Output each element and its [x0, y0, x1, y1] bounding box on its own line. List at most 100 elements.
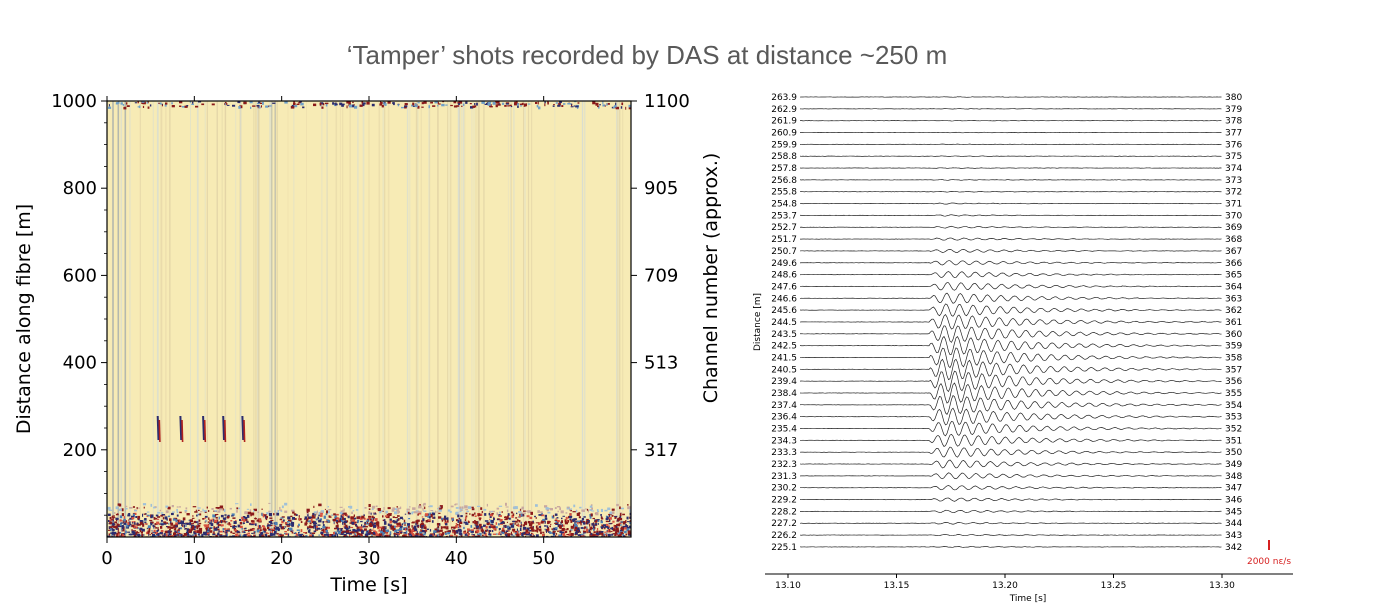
edge-noise [557, 104, 561, 107]
near-field-noise [604, 527, 606, 530]
edge-noise [293, 101, 295, 105]
near-field-noise [127, 521, 130, 525]
near-field-noise [626, 516, 629, 520]
near-field-noise [363, 528, 367, 531]
near-field-noise [606, 532, 608, 536]
near-field-noise [557, 520, 560, 523]
near-field-noise [526, 531, 530, 534]
near-field-noise [421, 523, 425, 527]
near-field-noise [347, 515, 350, 519]
near-field-noise [193, 531, 196, 534]
edge-noise [514, 102, 517, 106]
edge-noise [570, 104, 573, 106]
trace-line [799, 303, 1222, 317]
near-field-noise [314, 513, 316, 517]
edge-noise [453, 105, 458, 108]
near-field-noise [590, 504, 593, 507]
near-field-noise [397, 515, 400, 517]
near-field-noise [455, 507, 459, 509]
near-field-noise [570, 525, 574, 529]
near-field-noise [354, 535, 358, 537]
near-field-noise [228, 522, 231, 525]
near-field-noise [456, 524, 459, 526]
near-field-noise [530, 511, 533, 515]
near-field-noise [351, 521, 355, 525]
noise-streak [255, 101, 257, 537]
near-field-noise [392, 516, 395, 518]
near-field-noise [242, 522, 244, 525]
edge-noise [523, 105, 526, 107]
near-field-noise [411, 522, 415, 524]
near-field-noise [460, 515, 463, 518]
near-field-noise [535, 522, 539, 524]
near-field-noise [267, 532, 269, 534]
near-field-noise [370, 532, 374, 535]
near-field-noise [308, 516, 312, 519]
waveform-axes: 13.10 13.15 13.20 13.25 13.30 [765, 573, 1293, 591]
near-field-noise [364, 521, 367, 524]
near-field-noise [521, 512, 524, 514]
near-field-noise [452, 529, 456, 532]
near-field-noise [396, 532, 400, 534]
edge-noise [387, 101, 391, 104]
near-field-noise [437, 507, 439, 510]
edge-noise [434, 101, 438, 104]
near-field-noise [325, 529, 328, 533]
near-field-noise [298, 531, 300, 534]
trace-left-label: 256.8 [771, 176, 797, 186]
edge-noise [469, 103, 472, 105]
noise-streak [448, 101, 450, 537]
near-field-noise [455, 535, 458, 537]
near-field-noise [453, 526, 456, 529]
right-tick-label: 1100 [644, 91, 690, 112]
edge-noise [195, 105, 199, 108]
edge-noise [417, 102, 420, 104]
edge-noise [181, 106, 185, 108]
near-field-noise [149, 519, 153, 522]
near-field-noise [177, 533, 180, 536]
near-field-noise [596, 519, 600, 521]
near-field-noise [429, 505, 433, 508]
trace-right-label: 349 [1225, 460, 1242, 470]
near-field-noise [324, 528, 327, 531]
near-field-noise [169, 518, 172, 522]
near-field-noise [558, 525, 562, 529]
near-field-noise [221, 520, 223, 524]
near-field-noise [593, 524, 595, 528]
shot-mark-5 [241, 415, 245, 441]
near-field-noise [366, 523, 370, 525]
near-field-noise [180, 520, 182, 524]
near-field-noise [566, 534, 570, 535]
near-field-noise [270, 519, 274, 522]
near-field-noise [392, 520, 395, 523]
near-field-noise [356, 516, 360, 519]
near-field-noise [504, 518, 508, 521]
near-field-noise [555, 529, 557, 531]
near-field-noise [622, 522, 626, 525]
near-field-noise [565, 530, 567, 534]
near-field-noise [321, 533, 324, 536]
near-field-noise [574, 529, 577, 532]
near-field-noise [165, 505, 169, 508]
edge-noise [573, 105, 575, 107]
near-field-noise [437, 534, 439, 537]
near-field-noise [522, 524, 525, 527]
near-field-noise [590, 532, 593, 536]
near-field-noise [475, 525, 480, 528]
near-field-noise [227, 516, 230, 519]
near-field-noise [159, 531, 163, 535]
trace-left-label: 247.6 [771, 282, 797, 292]
near-field-noise [517, 524, 520, 527]
near-field-noise [536, 530, 539, 533]
near-field-noise [590, 513, 593, 517]
near-field-noise [619, 529, 623, 532]
near-field-noise [573, 518, 577, 520]
edge-noise [497, 103, 501, 106]
edge-noise [120, 102, 123, 105]
near-field-noise [135, 534, 137, 537]
near-field-noise [620, 526, 625, 530]
near-field-noise [396, 523, 398, 525]
trace-left-label: 234.3 [771, 436, 797, 446]
near-field-noise [561, 524, 563, 527]
near-field-noise [510, 511, 514, 514]
